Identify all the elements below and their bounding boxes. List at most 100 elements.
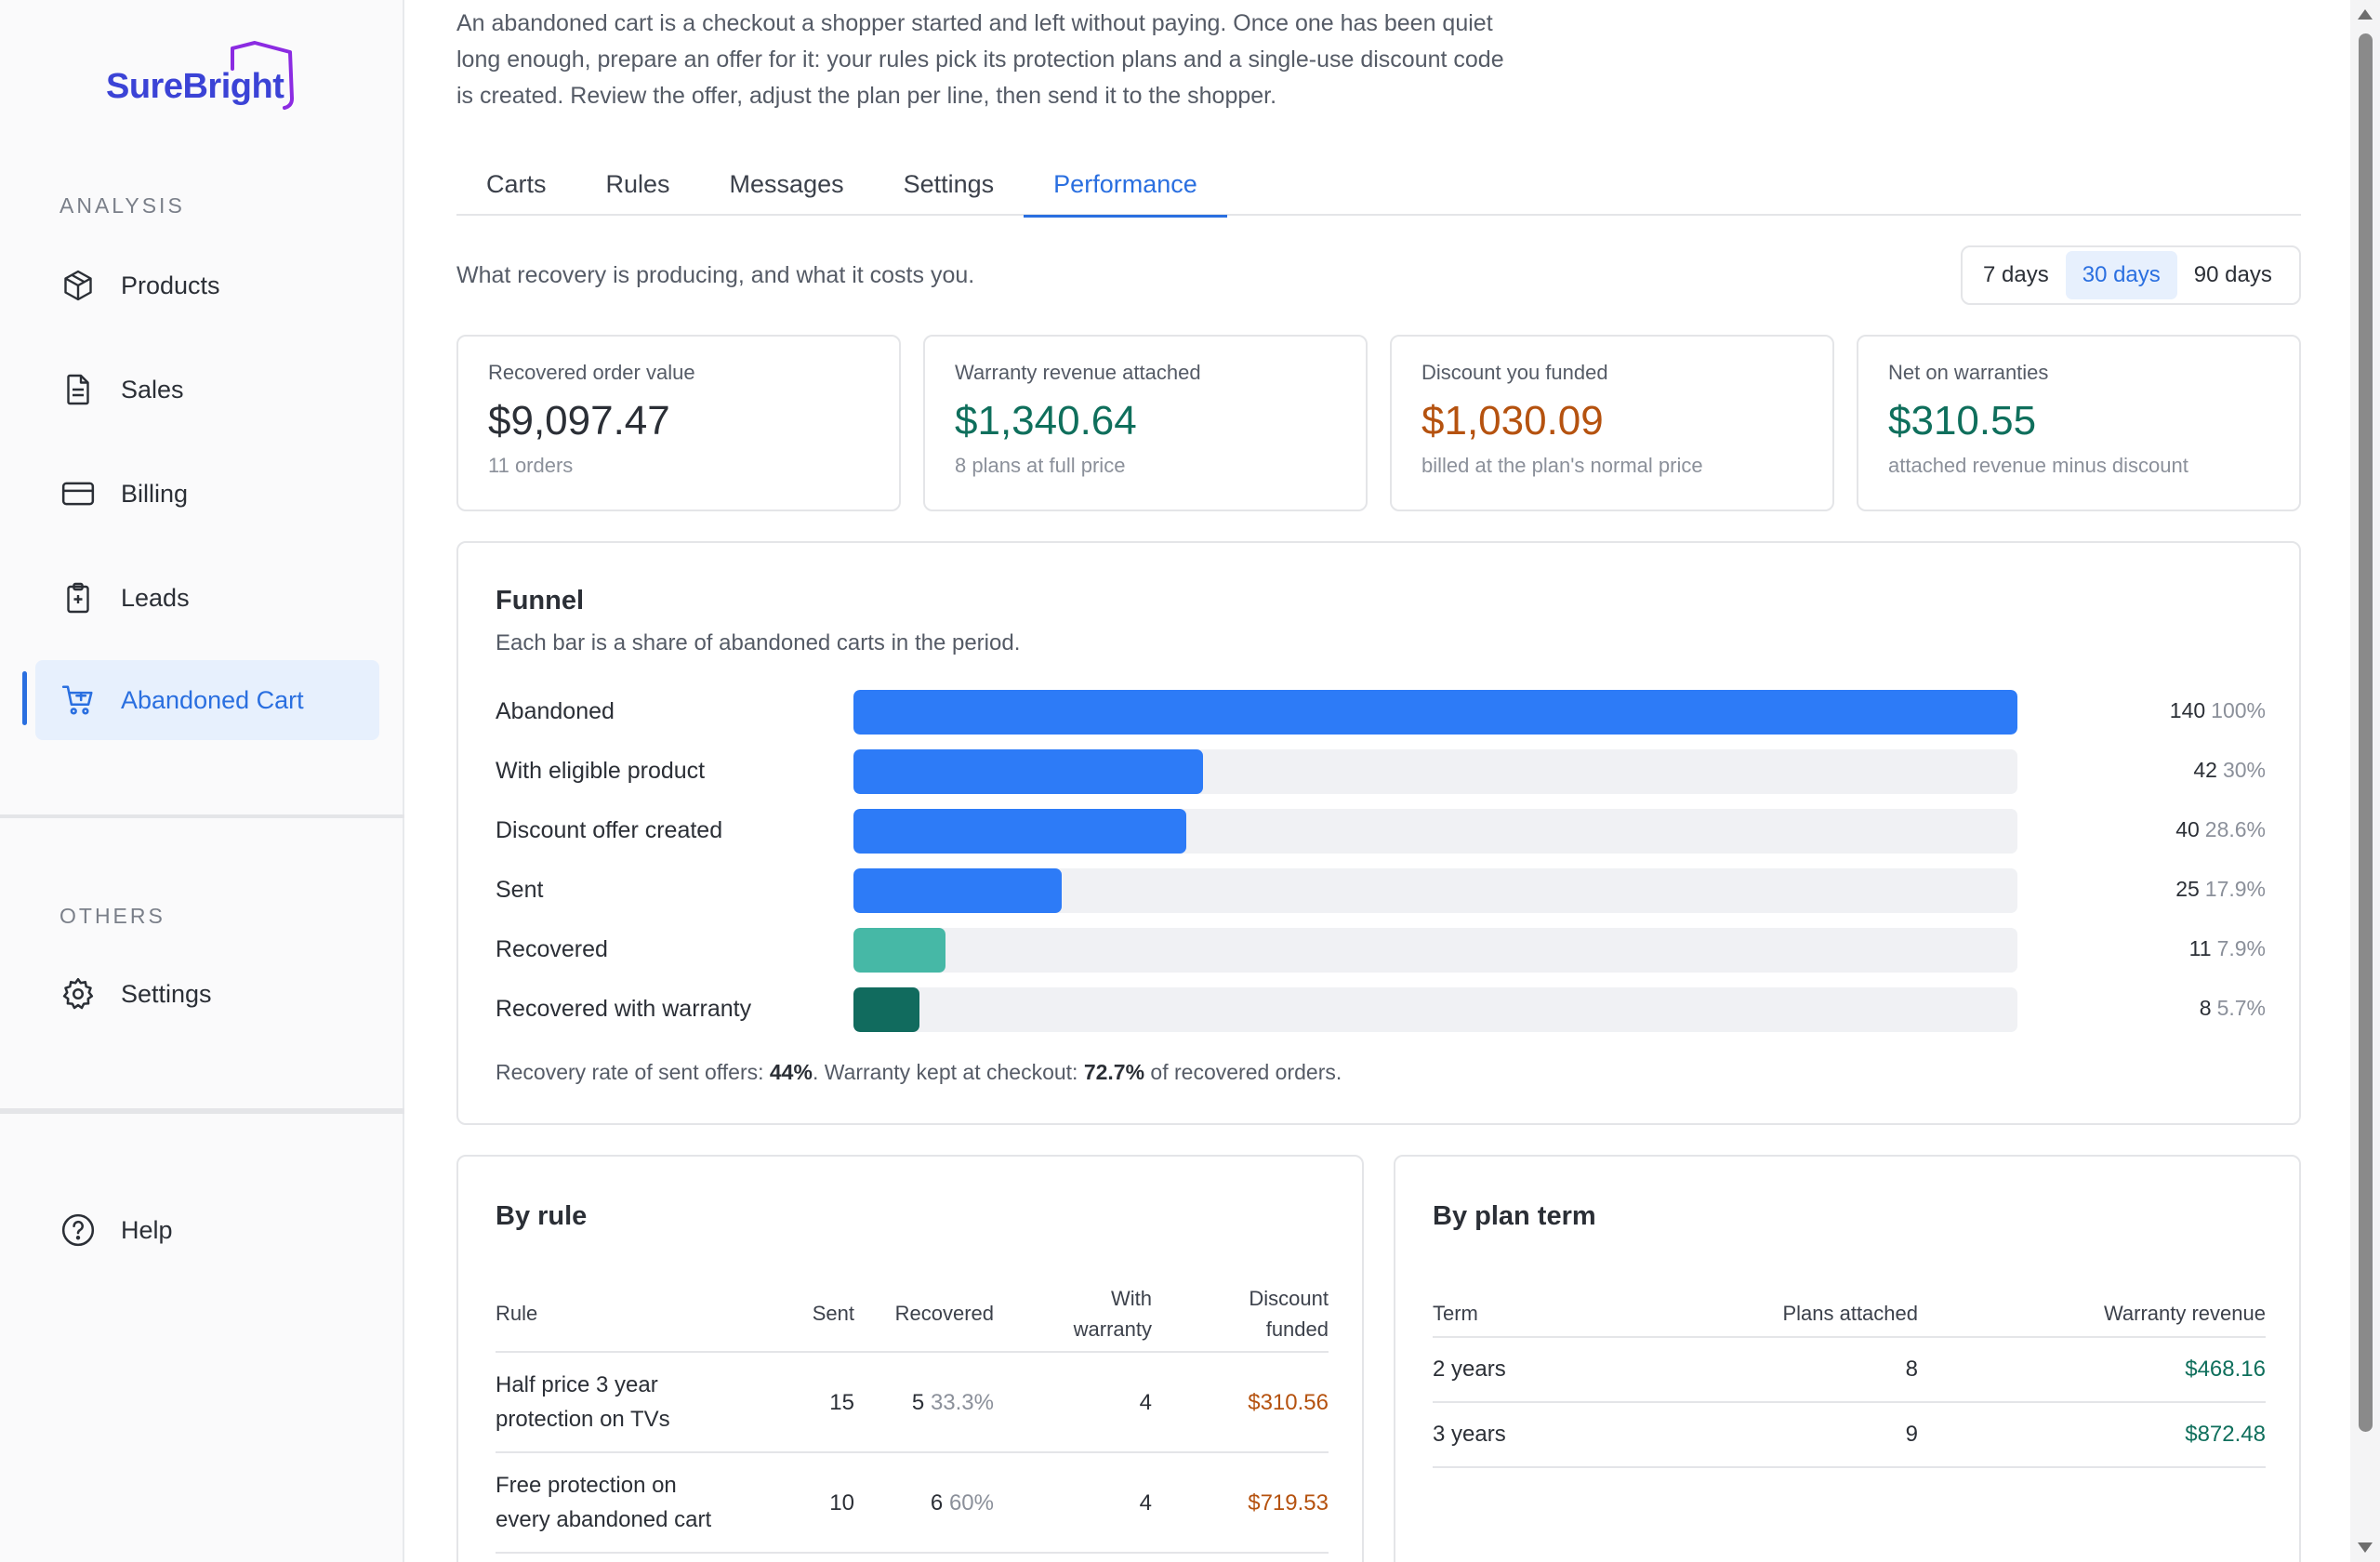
- rule-name: Free protection on every abandoned cart: [496, 1452, 793, 1554]
- column-header-term: Term: [1433, 1291, 1712, 1338]
- kpi-subtext: attached revenue minus discount: [1888, 454, 2188, 477]
- column-header-rule: Rule: [496, 1276, 793, 1353]
- kpi-card-discount-funded: Discount you funded $1,030.09 billed at …: [1390, 335, 1834, 511]
- funnel-row-count: 40 28.6%: [2175, 817, 2266, 842]
- by-plan-term-card: By plan term Term Plans attached Warrant…: [1394, 1155, 2301, 1562]
- column-header-discount-funded: Discount funded: [1152, 1276, 1329, 1353]
- sidebar: SureBright ANALYSIS Products Sales Billi…: [0, 0, 404, 1562]
- column-header-recovered: Recovered: [854, 1276, 994, 1353]
- sidebar-item-billing[interactable]: Billing: [35, 454, 379, 534]
- discount-value: $310.56: [1152, 1352, 1329, 1453]
- tab-carts[interactable]: Carts: [486, 169, 547, 198]
- kpi-card-net-on-warranties: Net on warranties $310.55 attached reven…: [1857, 335, 2301, 511]
- by-plan-term-table: Term Plans attached Warranty revenue 2 y…: [1433, 1291, 2266, 1468]
- section-title-others: OTHERS: [60, 904, 165, 928]
- kpi-value: $9,097.47: [488, 398, 670, 443]
- sidebar-item-label: Settings: [121, 979, 212, 1008]
- scroll-up-arrow-icon[interactable]: [2358, 9, 2373, 20]
- active-indicator: [22, 671, 27, 725]
- credit-card-icon: [60, 475, 97, 512]
- sidebar-item-sales[interactable]: Sales: [35, 350, 379, 430]
- funnel-count: 140: [2169, 698, 2206, 722]
- box-icon: [60, 267, 97, 304]
- cart-icon: [60, 682, 97, 719]
- scroll-thumb[interactable]: [2359, 33, 2373, 1432]
- funnel-row-count: 11 7.9%: [2189, 936, 2266, 961]
- sidebar-divider: [0, 814, 404, 818]
- funnel-row-offer-created: Discount offer created 40 28.6%: [496, 809, 2266, 854]
- by-rule-title: By rule: [496, 1201, 588, 1231]
- tab-messages[interactable]: Messages: [729, 169, 844, 198]
- sidebar-item-help[interactable]: Help: [35, 1190, 379, 1270]
- sidebar-item-leads[interactable]: Leads: [35, 558, 379, 638]
- table-row[interactable]: Free protection on every abandoned cart …: [496, 1452, 1329, 1554]
- funnel-pct: 5.7%: [2216, 996, 2266, 1020]
- funnel-bar-fill: [853, 690, 2017, 735]
- funnel-bar-track: [853, 928, 2017, 973]
- funnel-bar-track: [853, 749, 2017, 794]
- table-row[interactable]: 3 years 9 $872.48: [1433, 1402, 2266, 1468]
- funnel-count: 11: [2188, 936, 2212, 960]
- recovered-pct: 60%: [948, 1489, 994, 1516]
- kpi-card-recovered-order-value: Recovered order value $9,097.47 11 order…: [456, 335, 901, 511]
- intro-text: An abandoned cart is a checkout a shoppe…: [456, 10, 1504, 109]
- page-scrollbar[interactable]: [2350, 0, 2380, 1562]
- section-title-analysis: ANALYSIS: [60, 193, 185, 218]
- kpi-label: Net on warranties: [1888, 361, 2049, 384]
- funnel-bar-track: [853, 987, 2017, 1032]
- tab-bar: Carts Rules Messages Settings Performanc…: [456, 152, 2301, 218]
- rule-name: Half price 3 year protection on TVs: [496, 1352, 793, 1453]
- kpi-subtext: 11 orders: [488, 454, 574, 477]
- sidebar-item-label: Abandoned Cart: [121, 685, 304, 714]
- range-7-days-button[interactable]: 7 days: [1983, 262, 2049, 287]
- sidebar-item-settings[interactable]: Settings: [35, 954, 379, 1034]
- kpi-value: $310.55: [1888, 398, 2037, 443]
- brand-name: SureBright: [106, 67, 284, 106]
- sidebar-item-label: Leads: [121, 583, 190, 612]
- gear-icon: [60, 975, 97, 1013]
- funnel-bar-fill: [853, 868, 1063, 913]
- kpi-subtext: 8 plans at full price: [955, 454, 1126, 477]
- by-rule-card: By rule Rule Sent Recovered With warrant…: [456, 1155, 1364, 1562]
- range-30-days-button[interactable]: 30 days: [2065, 251, 2177, 299]
- funnel-count: 25: [2175, 877, 2200, 901]
- funnel-bar-track: [853, 868, 2017, 913]
- sidebar-item-label: Sales: [121, 375, 184, 404]
- by-rule-table: Rule Sent Recovered With warranty Discou…: [496, 1276, 1329, 1554]
- kpi-row: Recovered order value $9,097.47 11 order…: [456, 335, 2301, 511]
- sent-value: 10: [793, 1452, 854, 1554]
- sidebar-item-abandoned-cart[interactable]: Abandoned Cart: [35, 660, 379, 740]
- funnel-pct: 28.6%: [2204, 817, 2266, 841]
- help-icon: [60, 1211, 97, 1249]
- funnel-bar-track: [853, 809, 2017, 854]
- column-header-warranty-revenue: Warranty revenue: [1918, 1291, 2266, 1338]
- recovery-rate-value: 44%: [769, 1060, 813, 1084]
- by-plan-term-title: By plan term: [1433, 1201, 1596, 1231]
- funnel-row-label: Sent: [496, 877, 544, 903]
- table-row[interactable]: 2 years 8 $468.16: [1433, 1337, 2266, 1403]
- sidebar-item-products[interactable]: Products: [35, 245, 379, 325]
- plans-value: 8: [1712, 1337, 1918, 1403]
- funnel-count: 42: [2193, 758, 2217, 782]
- note-text: . Warranty kept at checkout:: [812, 1060, 1084, 1084]
- document-icon: [60, 371, 97, 408]
- brand-logo[interactable]: SureBright: [106, 41, 301, 115]
- kpi-subtext: billed at the plan's normal price: [1421, 454, 1703, 477]
- kpi-value: $1,030.09: [1421, 398, 1604, 443]
- tab-settings[interactable]: Settings: [903, 169, 995, 198]
- funnel-row-count: 140 100%: [2170, 698, 2266, 723]
- recovered-cell: 5 33.3%: [854, 1352, 994, 1453]
- logo-shield-icon: [231, 41, 294, 110]
- tab-rules[interactable]: Rules: [605, 169, 670, 198]
- table-row[interactable]: Half price 3 year protection on TVs 15 5…: [496, 1352, 1329, 1453]
- revenue-value: $872.48: [1918, 1402, 2266, 1468]
- funnel-row-count: 42 30%: [2193, 758, 2266, 783]
- sidebar-item-label: Billing: [121, 479, 189, 508]
- scroll-down-arrow-icon[interactable]: [2358, 1542, 2373, 1553]
- sidebar-divider: [0, 1108, 404, 1114]
- range-90-days-button[interactable]: 90 days: [2193, 262, 2272, 287]
- funnel-count: 8: [2199, 996, 2212, 1020]
- tab-performance[interactable]: Performance: [1024, 152, 1227, 218]
- funnel-bar-fill: [853, 749, 1203, 794]
- plans-value: 9: [1712, 1402, 1918, 1468]
